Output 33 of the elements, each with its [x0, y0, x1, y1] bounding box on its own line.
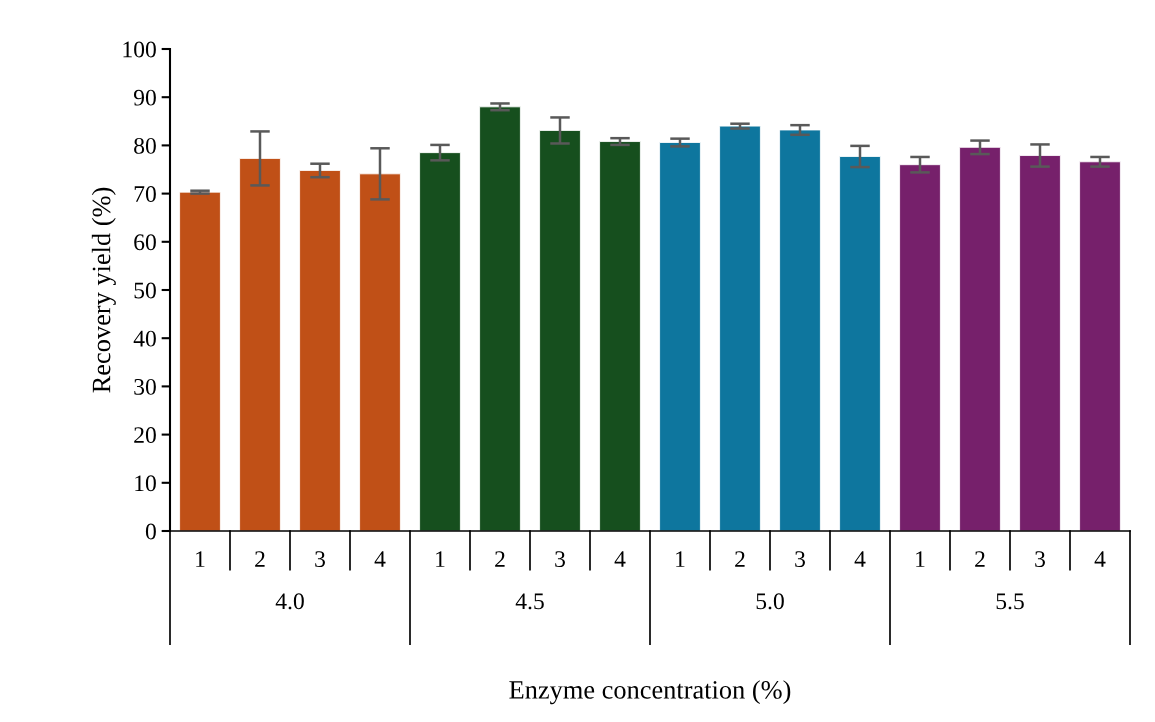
- x-tick-label: 4: [854, 551, 866, 567]
- y-tick-label: 30: [134, 378, 156, 395]
- y-tick-label: 10: [135, 475, 156, 492]
- y-tick-label: 0: [145, 523, 156, 540]
- y-tick-label: 50: [134, 282, 156, 299]
- x-tick-label: 3: [1035, 551, 1045, 568]
- x-tick-label: 2: [735, 551, 745, 567]
- x-tick-label: 3: [795, 551, 805, 568]
- y-tick-label: 40: [133, 330, 156, 347]
- y-tick-label: 100: [123, 41, 156, 58]
- y-tick-label: 60: [134, 234, 156, 251]
- y-tick-label: 80: [134, 137, 156, 154]
- x-tick-label: 3: [315, 551, 325, 568]
- text: 5.0: [756, 593, 784, 610]
- text: 4.0: [275, 593, 304, 610]
- x-tick-label: 3: [555, 551, 565, 568]
- x-tick-label: 1: [196, 551, 205, 567]
- y-axis-title: Recovery yield (%): [91, 187, 116, 393]
- x-tick-label: 4: [1094, 551, 1106, 567]
- x-tick-label: 2: [255, 551, 265, 567]
- x-tick-label: 2: [975, 551, 985, 567]
- x-tick-label: 1: [916, 551, 925, 567]
- text: 4.5: [515, 593, 544, 610]
- x-tick-label: 4: [374, 551, 386, 567]
- x-tick-label: 1: [676, 551, 685, 567]
- text: 5.5: [996, 593, 1024, 610]
- y-tick-label: 20: [134, 427, 156, 444]
- x-tick-label: 4: [614, 551, 626, 567]
- x-axis-title: Enzyme concentration (%): [509, 680, 791, 705]
- y-tick-label: 70: [134, 186, 156, 203]
- x-tick-label: 1: [436, 551, 445, 567]
- x-tick-label: 2: [495, 551, 505, 567]
- y-tick-label: 90: [133, 89, 156, 106]
